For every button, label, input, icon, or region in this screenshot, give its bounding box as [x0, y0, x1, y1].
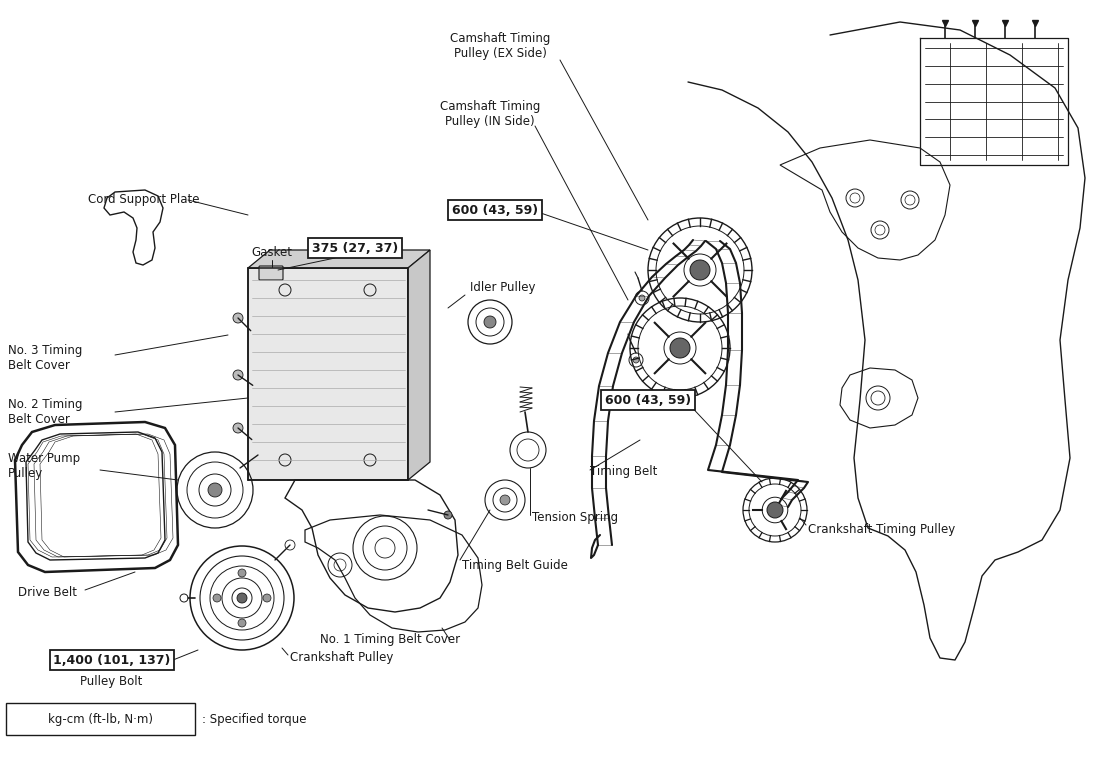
Circle shape [233, 370, 244, 380]
Text: 600 (43, 59): 600 (43, 59) [605, 393, 691, 407]
Circle shape [208, 483, 222, 497]
Circle shape [690, 260, 710, 280]
Circle shape [484, 316, 496, 328]
Text: 600 (43, 59): 600 (43, 59) [452, 203, 538, 217]
Text: : Specified torque: : Specified torque [202, 712, 306, 726]
Circle shape [237, 593, 247, 603]
Circle shape [213, 594, 222, 602]
Text: No. 1 Timing Belt Cover: No. 1 Timing Belt Cover [320, 633, 461, 646]
Text: kg-cm (ft-lb, N·m): kg-cm (ft-lb, N·m) [47, 712, 152, 726]
Text: Idler Pulley: Idler Pulley [469, 282, 536, 295]
Polygon shape [248, 250, 430, 268]
Text: Timing Belt: Timing Belt [590, 466, 658, 479]
Circle shape [233, 423, 244, 433]
Text: 1,400 (101, 137): 1,400 (101, 137) [53, 653, 171, 667]
Circle shape [633, 357, 639, 363]
Circle shape [238, 569, 246, 577]
Text: No. 2 Timing
Belt Cover: No. 2 Timing Belt Cover [8, 398, 83, 426]
Polygon shape [248, 268, 408, 480]
Circle shape [500, 495, 510, 505]
Polygon shape [408, 250, 430, 480]
Text: No. 3 Timing
Belt Cover: No. 3 Timing Belt Cover [8, 344, 83, 372]
Circle shape [263, 594, 271, 602]
Circle shape [767, 502, 784, 518]
FancyBboxPatch shape [6, 703, 195, 735]
Text: Drive Belt: Drive Belt [18, 586, 77, 598]
FancyBboxPatch shape [259, 266, 283, 280]
Circle shape [238, 619, 246, 627]
Text: Camshaft Timing
Pulley (EX Side): Camshaft Timing Pulley (EX Side) [450, 32, 550, 60]
Circle shape [639, 295, 645, 301]
Text: Crankshaft Timing Pulley: Crankshaft Timing Pulley [808, 524, 955, 536]
Text: Cord Support Plate: Cord Support Plate [88, 193, 199, 206]
Circle shape [233, 313, 244, 323]
Text: Pulley Bolt: Pulley Bolt [80, 675, 142, 688]
Circle shape [444, 511, 452, 519]
Text: Crankshaft Pulley: Crankshaft Pulley [290, 652, 393, 664]
Text: Water Pump
Pulley: Water Pump Pulley [8, 452, 80, 480]
Text: 375 (27, 37): 375 (27, 37) [312, 241, 398, 255]
Text: Gasket: Gasket [251, 245, 292, 258]
Text: Tension Spring: Tension Spring [532, 511, 618, 525]
Text: Camshaft Timing
Pulley (IN Side): Camshaft Timing Pulley (IN Side) [440, 100, 540, 128]
Text: Timing Belt Guide: Timing Belt Guide [462, 559, 568, 571]
Circle shape [670, 338, 690, 358]
